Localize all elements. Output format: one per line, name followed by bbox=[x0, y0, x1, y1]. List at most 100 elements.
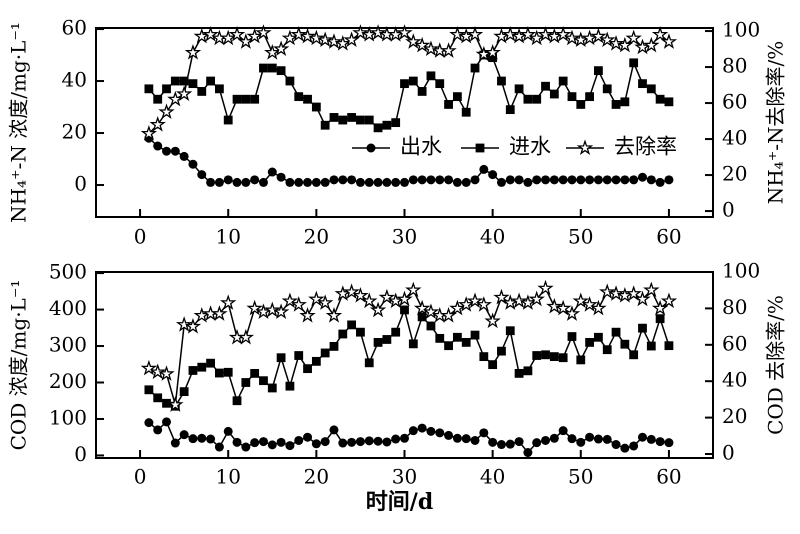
circle-marker bbox=[488, 437, 498, 447]
square-marker bbox=[215, 368, 224, 378]
circle-marker bbox=[514, 175, 524, 185]
star-marker bbox=[660, 33, 678, 49]
circle-marker bbox=[338, 175, 348, 185]
star-marker bbox=[457, 296, 475, 312]
star-marker bbox=[272, 40, 290, 57]
square-marker bbox=[664, 341, 674, 351]
x-tick-label: 10 bbox=[215, 225, 240, 249]
square-marker bbox=[241, 94, 251, 104]
circle-marker bbox=[162, 417, 172, 427]
star-marker bbox=[590, 299, 607, 316]
legend-item-square: 进水 bbox=[461, 135, 551, 159]
y-tick-label: 80 bbox=[722, 54, 747, 78]
square-marker bbox=[576, 355, 586, 365]
star-marker bbox=[590, 27, 607, 44]
y-tick-label: 0 bbox=[722, 198, 735, 222]
nh4-panel: 0 10 20 30 40 50 60 0 20 40 60 0 20 40 60 80 100 NH₄⁺-N 浓… bbox=[7, 16, 788, 249]
square-marker bbox=[144, 84, 154, 94]
square-marker bbox=[470, 330, 480, 340]
circle-marker bbox=[558, 426, 568, 436]
square-marker bbox=[285, 381, 295, 391]
x-axis-title: 时间/d bbox=[366, 489, 433, 515]
square-marker bbox=[267, 63, 277, 73]
y-tick-label: 100 bbox=[722, 18, 760, 42]
square-marker bbox=[294, 92, 304, 102]
circle-marker bbox=[479, 164, 489, 174]
x-tick-label: 30 bbox=[392, 225, 417, 249]
circle-marker bbox=[417, 423, 427, 433]
square-marker bbox=[594, 332, 603, 342]
square-marker bbox=[232, 94, 242, 104]
star-marker bbox=[202, 26, 219, 42]
y-tick-label: 300 bbox=[49, 333, 87, 357]
star-marker bbox=[290, 296, 307, 312]
y-tick-label: 60 bbox=[62, 16, 87, 40]
circle-marker bbox=[549, 175, 559, 185]
circle-marker bbox=[567, 175, 577, 185]
y-tick-label: 40 bbox=[722, 126, 747, 150]
star-marker bbox=[361, 292, 378, 309]
star-marker bbox=[369, 24, 387, 40]
square-marker bbox=[320, 120, 330, 130]
square-marker bbox=[655, 94, 665, 104]
circle-marker bbox=[505, 439, 515, 449]
star-marker bbox=[466, 26, 484, 42]
star-marker bbox=[607, 285, 625, 301]
star-marker bbox=[140, 359, 158, 376]
square-marker bbox=[311, 356, 321, 366]
square-marker bbox=[364, 358, 374, 368]
star-marker bbox=[281, 29, 299, 46]
circle-marker bbox=[435, 428, 445, 438]
square-marker bbox=[475, 143, 485, 153]
square-marker bbox=[479, 352, 489, 362]
circle-marker bbox=[558, 175, 568, 185]
circle-marker bbox=[179, 151, 189, 161]
circle-marker bbox=[593, 175, 603, 185]
y-tick-label: 20 bbox=[722, 404, 747, 428]
circle-marker bbox=[285, 177, 295, 187]
circle-marker bbox=[170, 438, 180, 448]
square-marker bbox=[320, 348, 330, 358]
star-marker bbox=[405, 33, 422, 49]
square-marker bbox=[488, 360, 498, 370]
x-tick-label: 60 bbox=[656, 465, 681, 489]
square-marker bbox=[417, 87, 427, 96]
square-marker bbox=[611, 100, 621, 109]
star-marker bbox=[220, 29, 237, 46]
panel-frame bbox=[95, 27, 714, 218]
square-marker bbox=[514, 368, 524, 378]
star-marker bbox=[546, 297, 563, 314]
star-marker bbox=[246, 299, 263, 316]
circle-marker bbox=[320, 437, 330, 447]
circle-marker bbox=[355, 177, 365, 187]
star-marker bbox=[528, 290, 545, 307]
circle-marker bbox=[426, 426, 436, 436]
star-marker bbox=[607, 35, 625, 51]
star-marker bbox=[378, 288, 396, 305]
y-tick-label: 60 bbox=[722, 331, 747, 355]
legend-label: 去除率 bbox=[614, 135, 677, 159]
square-marker bbox=[206, 76, 215, 86]
star-marker bbox=[149, 116, 166, 132]
legend-item-star: 去除率 bbox=[566, 135, 677, 159]
circle-marker bbox=[382, 437, 392, 447]
x-tick-label: 60 bbox=[656, 225, 681, 249]
square-marker bbox=[461, 337, 471, 347]
circle-marker bbox=[303, 177, 313, 187]
right-axis-ticks: 0 20 40 60 80 100 bbox=[705, 18, 760, 222]
circle-marker bbox=[294, 435, 304, 445]
circle-marker bbox=[258, 177, 268, 187]
star-marker bbox=[519, 294, 537, 310]
star-marker bbox=[554, 26, 572, 42]
circle-marker bbox=[593, 434, 603, 444]
circle-marker bbox=[285, 441, 295, 451]
circle-marker bbox=[197, 433, 207, 443]
circle-marker bbox=[585, 175, 595, 185]
square-marker bbox=[567, 332, 577, 341]
star-marker bbox=[599, 283, 616, 299]
star-marker bbox=[316, 31, 334, 48]
square-marker bbox=[558, 76, 568, 86]
star-marker bbox=[352, 287, 369, 303]
circle-marker bbox=[646, 434, 656, 444]
